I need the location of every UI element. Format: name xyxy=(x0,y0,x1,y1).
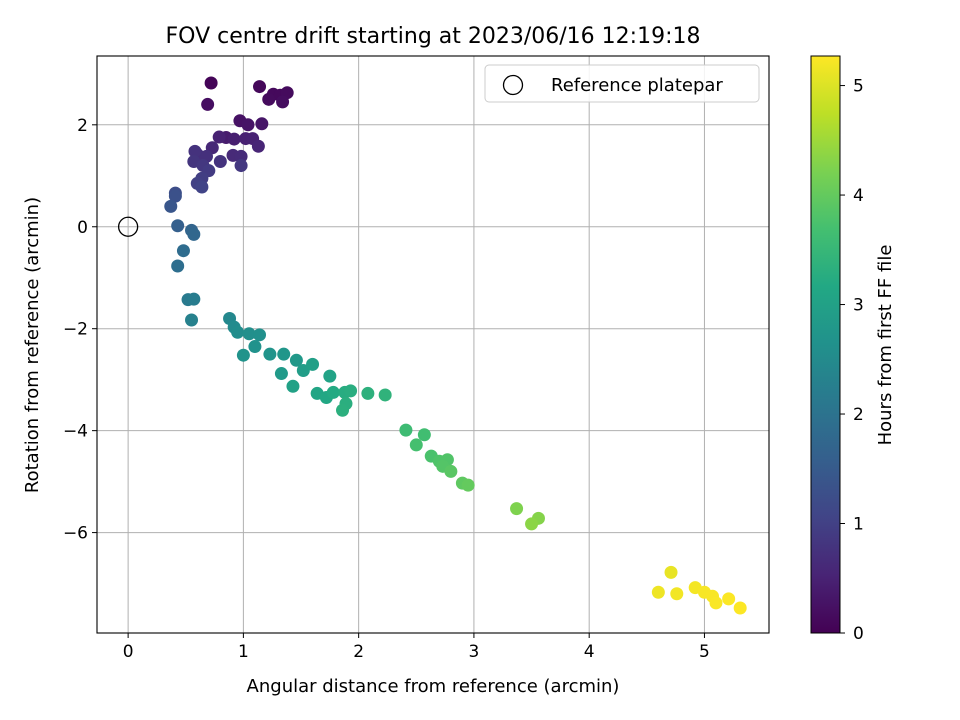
y-axis-ticks: −6 −4 −2 0 2 xyxy=(63,116,97,544)
data-point xyxy=(171,219,185,233)
data-point xyxy=(251,139,265,153)
legend-marker-icon xyxy=(502,74,524,96)
data-point xyxy=(187,227,201,241)
x-axis-ticks: 0 1 2 3 4 5 xyxy=(123,633,710,662)
data-point xyxy=(289,353,303,367)
data-point xyxy=(253,328,267,342)
colorbar-label: Hours from first FF file xyxy=(875,245,896,446)
data-point xyxy=(263,347,277,361)
data-point xyxy=(336,403,350,417)
data-point xyxy=(164,199,178,213)
data-point xyxy=(248,340,262,354)
data-point xyxy=(417,428,431,442)
x-tick-label: 0 xyxy=(123,642,134,662)
data-point xyxy=(277,347,291,361)
legend: Reference platepar xyxy=(484,64,760,103)
data-point xyxy=(651,585,665,599)
plot-frame xyxy=(96,55,770,634)
data-point xyxy=(255,117,269,131)
data-point xyxy=(664,565,678,579)
data-point xyxy=(709,596,723,610)
data-point xyxy=(262,92,276,106)
colorbar-gradient xyxy=(810,55,841,634)
data-point xyxy=(187,292,201,306)
data-point xyxy=(195,180,209,194)
data-point xyxy=(188,144,202,158)
data-point xyxy=(323,369,337,383)
data-point xyxy=(670,587,684,601)
data-point xyxy=(253,80,267,94)
reference-platepar-marker xyxy=(117,216,139,237)
data-point xyxy=(361,386,375,400)
x-tick-label: 2 xyxy=(353,642,364,662)
data-point xyxy=(231,325,245,339)
data-point xyxy=(461,478,475,492)
data-point xyxy=(733,601,747,615)
x-axis-label: Angular distance from reference (arcmin) xyxy=(247,676,620,697)
x-tick-label: 1 xyxy=(238,642,249,662)
legend-box xyxy=(484,64,760,103)
data-point xyxy=(171,259,185,273)
data-point xyxy=(204,76,218,90)
y-tick-label: −4 xyxy=(63,422,88,442)
y-tick-label: 0 xyxy=(77,218,88,238)
colorbar-ticks: 0 1 2 3 4 5 xyxy=(840,77,864,644)
data-point xyxy=(227,132,241,146)
colorbar-tick-label: 2 xyxy=(853,405,864,425)
y-axis-label: Rotation from reference (arcmin) xyxy=(22,197,43,493)
colorbar: 0 1 2 3 4 5 Hours from first FF file xyxy=(810,55,896,644)
data-point xyxy=(234,159,248,173)
data-point xyxy=(409,438,423,452)
colorbar-tick-label: 4 xyxy=(853,186,864,206)
data-point xyxy=(722,592,736,606)
data-point xyxy=(176,244,190,258)
colorbar-tick-label: 0 xyxy=(853,624,864,644)
data-point xyxy=(236,348,250,362)
data-point xyxy=(241,118,255,132)
data-point xyxy=(168,189,182,203)
data-point xyxy=(212,130,226,144)
colorbar-tick-label: 1 xyxy=(853,515,864,535)
data-point xyxy=(201,97,215,111)
chart-title: FOV centre drift starting at 2023/06/16 … xyxy=(166,24,701,49)
y-tick-label: 2 xyxy=(77,116,88,136)
colorbar-tick-label: 5 xyxy=(853,77,864,97)
data-point xyxy=(242,327,256,341)
data-point xyxy=(234,149,248,163)
data-points xyxy=(164,76,747,615)
data-point xyxy=(185,313,199,327)
data-point xyxy=(525,517,539,531)
data-point xyxy=(274,367,288,381)
data-point xyxy=(510,502,524,516)
y-tick-label: −2 xyxy=(63,320,88,340)
legend-entry-label: Reference platepar xyxy=(551,75,723,96)
data-point xyxy=(399,423,413,437)
data-point xyxy=(213,155,227,169)
data-point xyxy=(326,385,340,399)
data-point xyxy=(378,388,392,402)
grid-lines xyxy=(97,56,769,633)
x-tick-label: 5 xyxy=(699,642,710,662)
data-point xyxy=(276,95,290,109)
data-point xyxy=(286,379,300,393)
data-point xyxy=(344,384,358,398)
data-point xyxy=(296,363,310,377)
colorbar-tick-label: 3 xyxy=(853,296,864,316)
y-tick-label: −6 xyxy=(63,524,88,544)
data-point xyxy=(444,464,458,478)
x-tick-label: 4 xyxy=(584,642,595,662)
data-point xyxy=(306,357,320,371)
x-tick-label: 3 xyxy=(469,642,480,662)
